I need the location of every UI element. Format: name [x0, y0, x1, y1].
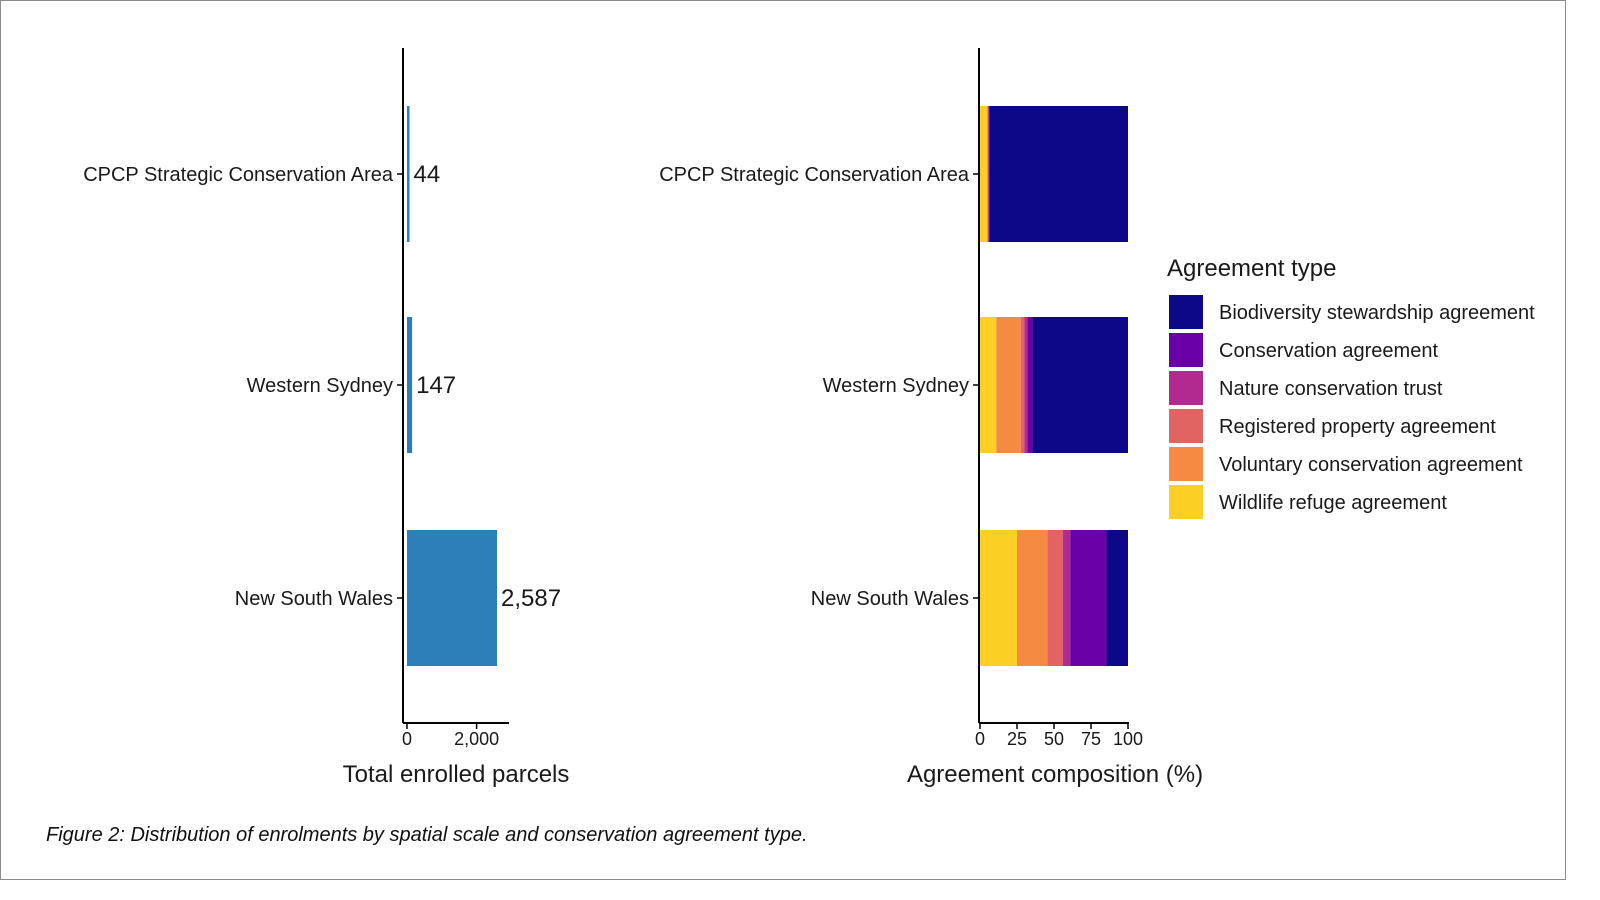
stacked-segment: [988, 106, 990, 242]
category-label: New South Wales: [235, 588, 393, 610]
x-tick-label: 0: [402, 729, 412, 749]
legend-swatch: [1169, 371, 1203, 405]
bar: [407, 530, 498, 666]
category-label: CPCP Strategic Conservation Area: [659, 164, 970, 186]
bar: [407, 317, 413, 453]
x-tick-label: 2,000: [454, 729, 499, 749]
legend-title: Agreement type: [1167, 255, 1336, 282]
category-label: CPCP Strategic Conservation Area: [83, 164, 394, 186]
stacked-segment: [987, 106, 989, 242]
figure-caption: Figure 2: Distribution of enrolments by …: [46, 824, 808, 846]
x-tick-label: 75: [1081, 729, 1101, 749]
bar-value-label: 44: [414, 161, 441, 188]
category-label: Western Sydney: [247, 375, 393, 397]
stacked-segment: [996, 317, 1021, 453]
stacked-segment: [980, 317, 997, 453]
legend-label: Nature conservation trust: [1219, 378, 1443, 400]
stacked-segment: [989, 106, 1128, 242]
category-label: Western Sydney: [823, 375, 969, 397]
x-tick-label: 0: [975, 729, 985, 749]
stacked-segment: [1106, 530, 1128, 666]
legend-label: Wildlife refuge agreement: [1219, 492, 1447, 514]
x-tick-label: 25: [1007, 729, 1027, 749]
legend-label: Voluntary conservation agreement: [1219, 454, 1523, 476]
stacked-segment: [980, 106, 988, 242]
stacked-segment: [1024, 317, 1028, 453]
left-bar-chart: CPCP Strategic Conservation Area 44 Wester…: [83, 48, 569, 788]
stacked-segment: [1047, 530, 1063, 666]
stacked-segment: [1070, 530, 1107, 666]
figure-frame: [0, 0, 1566, 880]
category-label: New South Wales: [811, 588, 969, 610]
x-axis-title: Agreement composition (%): [907, 761, 1203, 788]
legend: Agreement type Biodiversity stewardship a…: [1167, 255, 1535, 519]
legend-swatch: [1169, 295, 1203, 329]
stacked-segment: [980, 530, 1017, 666]
legend-swatch: [1169, 485, 1203, 519]
stacked-segment: [1027, 317, 1033, 453]
legend-swatch: [1169, 333, 1203, 367]
x-tick-label: 100: [1113, 729, 1143, 749]
legend-label: Biodiversity stewardship agreement: [1219, 302, 1535, 324]
legend-label: Registered property agreement: [1219, 416, 1496, 438]
bar-value-label: 147: [416, 372, 456, 399]
x-axis-title: Total enrolled parcels: [343, 761, 570, 788]
legend-swatch: [1169, 447, 1203, 481]
stacked-segment: [1020, 317, 1025, 453]
stacked-segment: [1032, 317, 1128, 453]
stacked-segment: [988, 106, 989, 242]
legend-swatch: [1169, 409, 1203, 443]
stacked-segment: [1017, 530, 1048, 666]
x-tick-label: 50: [1044, 729, 1064, 749]
bar-value-label: 2,587: [501, 585, 561, 612]
legend-label: Conservation agreement: [1219, 340, 1438, 362]
right-stacked-bar-chart: CPCP Strategic Conservation Area Western …: [659, 48, 1203, 788]
stacked-segment: [1062, 530, 1071, 666]
bar: [407, 106, 410, 242]
